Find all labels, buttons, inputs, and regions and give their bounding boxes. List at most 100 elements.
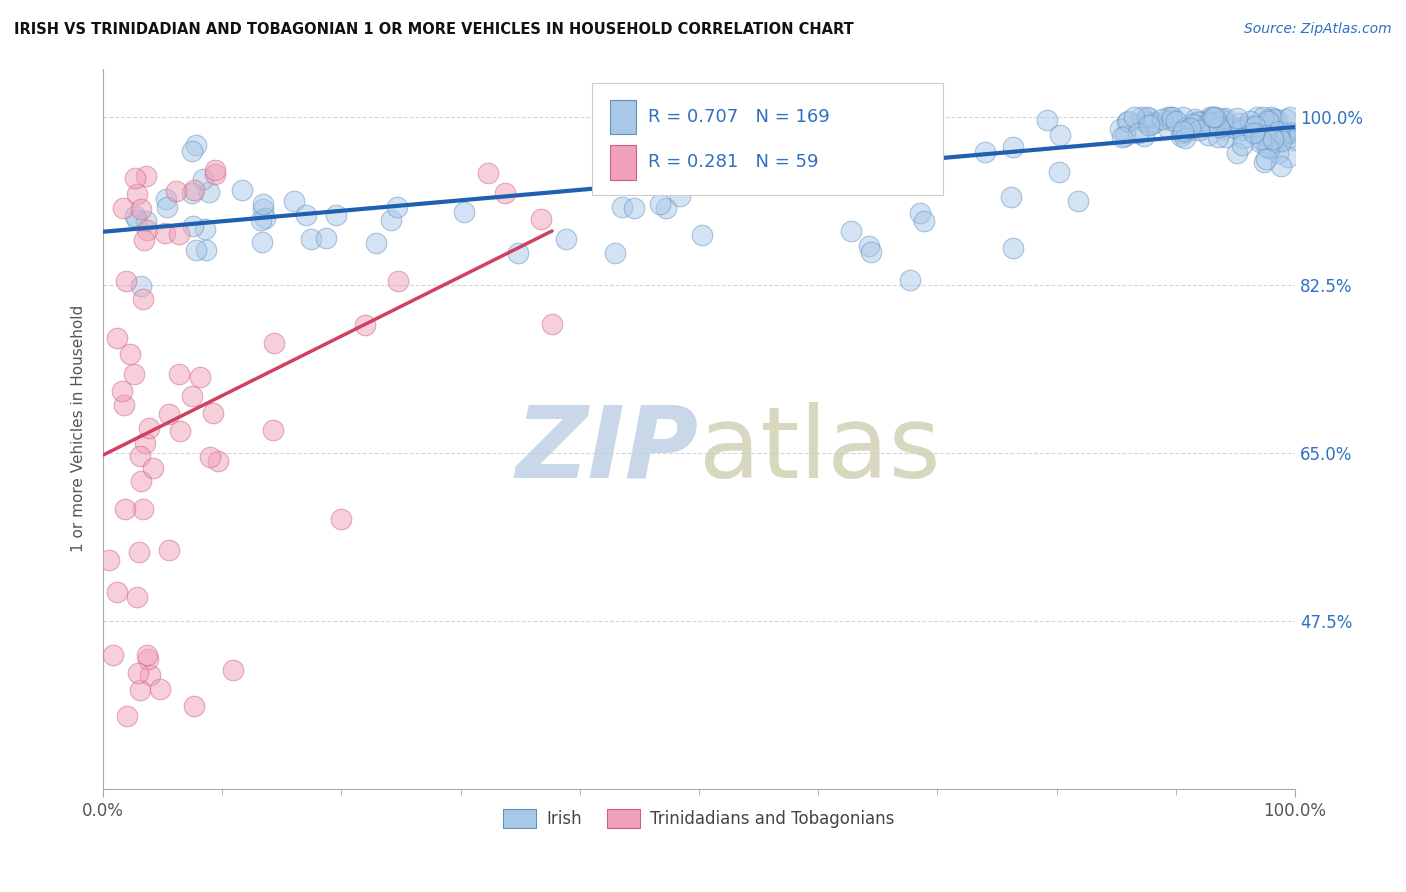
Point [1264, 135, 1286, 149]
Point [648, 196, 671, 211]
Point [1257, 112, 1279, 126]
Point [221, 663, 243, 677]
Point [627, 113, 650, 128]
Point [263, 335, 285, 350]
Point [724, 136, 747, 151]
Point [655, 201, 678, 215]
Point [157, 407, 180, 421]
Point [181, 219, 204, 233]
Point [184, 138, 207, 153]
Point [652, 125, 675, 139]
Point [1239, 114, 1261, 128]
Point [839, 224, 862, 238]
Point [1133, 128, 1156, 143]
Point [169, 227, 191, 242]
Point [128, 545, 150, 559]
Point [129, 449, 152, 463]
Point [252, 235, 274, 249]
Point [129, 475, 152, 489]
Point [330, 512, 353, 526]
Point [858, 239, 880, 253]
Point [1254, 128, 1277, 143]
Point [623, 201, 645, 215]
Point [385, 201, 408, 215]
Point [1187, 114, 1209, 128]
Point [122, 367, 145, 381]
Point [1265, 112, 1288, 126]
Point [1226, 146, 1249, 161]
Point [610, 200, 633, 214]
Text: atlas: atlas [699, 402, 941, 499]
Point [1157, 120, 1180, 135]
Bar [610, 100, 636, 134]
Point [898, 273, 921, 287]
Point [105, 585, 128, 599]
Point [1170, 129, 1192, 144]
Legend: Irish, Trinidadians and Tobagonians: Irish, Trinidadians and Tobagonians [496, 803, 901, 835]
Point [155, 192, 177, 206]
FancyBboxPatch shape [592, 83, 943, 194]
Point [1152, 112, 1174, 127]
Point [184, 243, 207, 257]
Point [1278, 126, 1301, 140]
Point [262, 423, 284, 437]
Point [1267, 145, 1289, 160]
Point [1212, 122, 1234, 136]
Point [98, 553, 121, 567]
Point [125, 591, 148, 605]
Point [1278, 110, 1301, 124]
Point [1202, 110, 1225, 124]
Point [124, 209, 146, 223]
Point [1275, 127, 1298, 141]
Point [115, 708, 138, 723]
Point [1166, 114, 1188, 128]
Point [380, 213, 402, 227]
Point [785, 145, 807, 160]
Point [132, 292, 155, 306]
Point [129, 683, 152, 698]
Point [250, 213, 273, 227]
Point [198, 185, 221, 199]
Point [506, 245, 529, 260]
Point [555, 232, 578, 246]
Point [315, 231, 337, 245]
Point [1212, 119, 1234, 133]
Point [692, 176, 714, 190]
Point [295, 208, 318, 222]
Point [183, 183, 205, 197]
Point [157, 543, 180, 558]
Point [1188, 123, 1211, 137]
Point [204, 162, 226, 177]
Point [1174, 131, 1197, 145]
Point [135, 214, 157, 228]
Point [200, 450, 222, 464]
Point [204, 168, 226, 182]
Text: IRISH VS TRINIDADIAN AND TOBAGONIAN 1 OR MORE VEHICLES IN HOUSEHOLD CORRELATION : IRISH VS TRINIDADIAN AND TOBAGONIAN 1 OR… [14, 22, 853, 37]
Point [194, 222, 217, 236]
Y-axis label: 1 or more Vehicles in Household: 1 or more Vehicles in Household [72, 305, 86, 552]
Point [1208, 120, 1230, 135]
Point [1198, 116, 1220, 130]
Point [1174, 121, 1197, 136]
Text: Source: ZipAtlas.com: Source: ZipAtlas.com [1244, 22, 1392, 37]
Point [697, 136, 720, 151]
Point [1261, 112, 1284, 126]
Point [325, 208, 347, 222]
Point [1204, 110, 1226, 124]
Point [124, 171, 146, 186]
Point [1272, 127, 1295, 141]
Point [111, 384, 134, 399]
Point [253, 211, 276, 225]
Point [1036, 113, 1059, 128]
Point [135, 222, 157, 236]
Point [1236, 119, 1258, 133]
Point [1000, 189, 1022, 203]
Point [1243, 120, 1265, 134]
Point [105, 331, 128, 345]
Point [194, 243, 217, 257]
Point [1204, 115, 1226, 129]
Point [1267, 124, 1289, 138]
Point [1194, 118, 1216, 132]
Point [202, 406, 225, 420]
Point [1109, 122, 1132, 136]
